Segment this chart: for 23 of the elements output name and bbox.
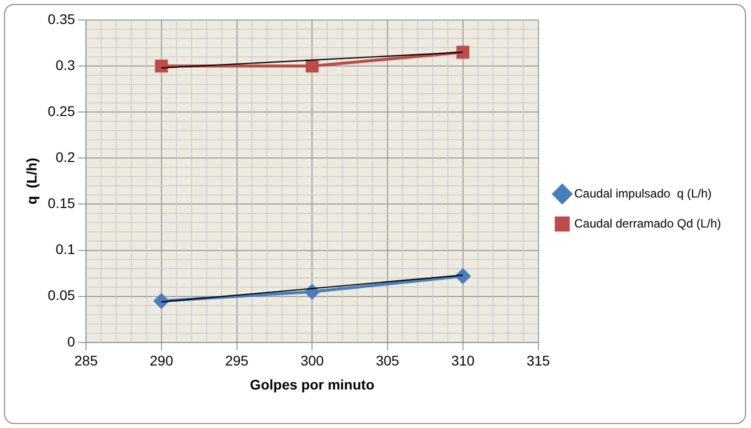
y-tick-label: 0.05 [48, 287, 76, 304]
y-tick-label: 0.35 [48, 10, 76, 27]
legend-label: Caudal derramado Qd (L/h) [574, 216, 722, 230]
y-tick-label: 0.1 [56, 241, 76, 258]
y-tick-label: 0.2 [56, 149, 76, 166]
x-tick-label: 310 [451, 352, 475, 369]
x-tick-label: 295 [225, 352, 249, 369]
y-tick-label: 0.15 [48, 195, 76, 212]
x-tick-label: 300 [300, 352, 324, 369]
x-tick-label: 315 [526, 352, 550, 369]
point [306, 60, 319, 73]
point [154, 293, 169, 308]
x-tick-label: 305 [376, 352, 400, 369]
y-axis-title: q (L/h) [23, 158, 40, 205]
x-tick-label: 285 [74, 352, 98, 369]
y-tick-label: 0.3 [56, 56, 76, 73]
y-tick-label: 0.25 [48, 102, 76, 119]
point [154, 60, 168, 73]
x-tick-label: 290 [150, 352, 174, 369]
point [456, 46, 470, 59]
y-tick-label: 0 [67, 333, 76, 350]
legend-label: Caudal impulsado q (L/h) [574, 186, 712, 200]
x-axis-title: Golpes por minuto [250, 376, 374, 392]
